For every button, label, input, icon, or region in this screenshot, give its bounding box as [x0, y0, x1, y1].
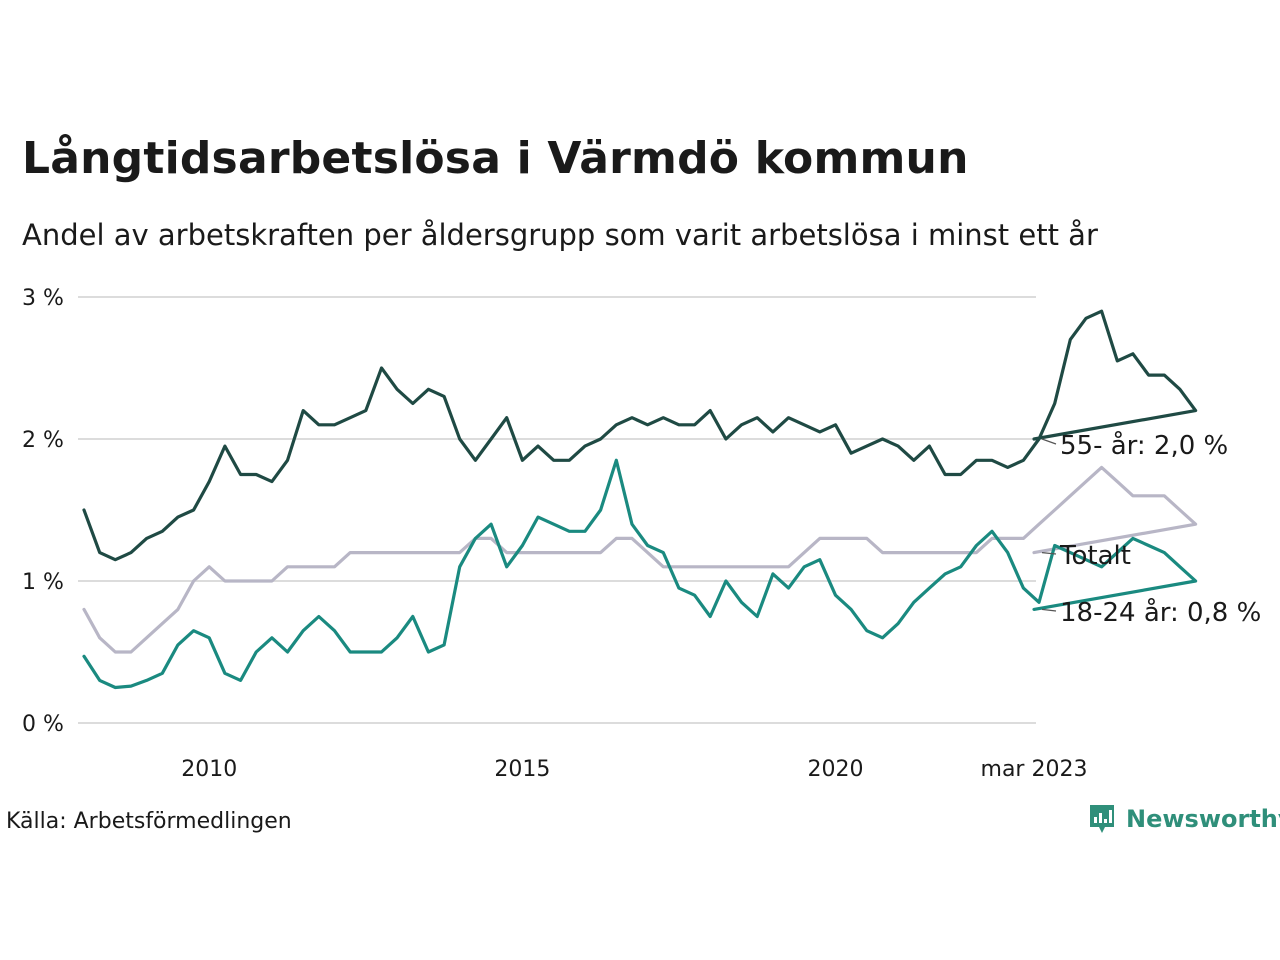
- series-line: [82, 309, 1198, 562]
- series-lines: [82, 309, 1198, 690]
- chart-title: Långtidsarbetslösa i Värmdö kommun: [22, 133, 969, 184]
- y-tick-label: 3 %: [22, 286, 64, 311]
- y-tick-label: 1 %: [22, 570, 64, 595]
- y-tick-label: 0 %: [22, 712, 64, 737]
- series-end-label: 55- år: 2,0 %: [1060, 430, 1228, 461]
- x-tick-label: 2015: [494, 757, 550, 782]
- source-note: Källa: Arbetsförmedlingen: [6, 809, 292, 834]
- series-end-label: 18-24 år: 0,8 %: [1060, 597, 1261, 628]
- label-leader: [1041, 438, 1057, 445]
- series-end-label: Totalt: [1059, 541, 1131, 571]
- brand-logo[interactable]: Newsworthy: [1088, 803, 1280, 835]
- y-tick-label: 2 %: [22, 428, 64, 453]
- series-line: [82, 465, 1198, 654]
- x-tick-label: 2010: [181, 757, 237, 782]
- chart-subtitle: Andel av arbetskraften per åldersgrupp s…: [22, 218, 1098, 252]
- y-axis-ticks: 0 % 1 % 2 % 3 %: [22, 286, 64, 737]
- x-tick-label: mar 2023: [981, 757, 1088, 782]
- label-leader: [1041, 608, 1057, 612]
- x-axis-ticks: 2010 2015 2020 mar 2023: [181, 757, 1087, 782]
- grid-lines: [78, 296, 1036, 724]
- series-line: [82, 458, 1198, 690]
- series-end-labels: 55- år: 2,0 % Totalt 18-24 år: 0,8 %: [1041, 430, 1261, 628]
- bar-chart-speech-bubble-icon: [1090, 805, 1114, 833]
- x-tick-label: 2020: [807, 757, 863, 782]
- brand-name: Newsworthy: [1126, 805, 1280, 833]
- label-leader: [1041, 552, 1057, 555]
